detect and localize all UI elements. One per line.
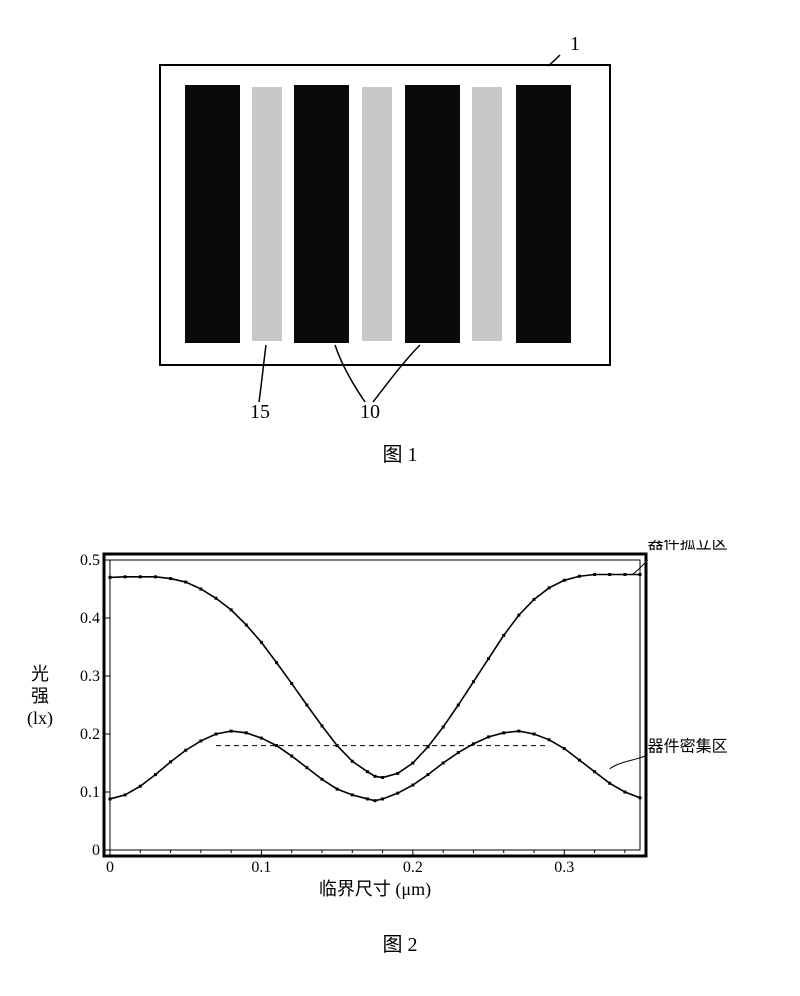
svg-text:0.1: 0.1 [251, 859, 271, 876]
svg-text:(lx): (lx) [27, 708, 53, 729]
svg-text:0.3: 0.3 [554, 859, 574, 876]
svg-text:光: 光 [31, 664, 49, 684]
svg-text:1: 1 [570, 33, 580, 55]
figure-2: 0 0.1 0.2 0.3 临界尺寸 (μm) 0 0.1 0.2 0.3 0.4 0.5 光强(lx… [0, 540, 800, 960]
svg-text:0.5: 0.5 [80, 552, 100, 569]
figure-1: 11510 图 1 [0, 30, 800, 460]
svg-text:0.4: 0.4 [80, 610, 100, 627]
figure-1-caption: 图 1 [0, 438, 800, 467]
svg-text:0.1: 0.1 [80, 784, 100, 801]
svg-text:10: 10 [360, 401, 380, 423]
svg-text:0.2: 0.2 [80, 726, 100, 743]
figure-2-caption: 图 2 [0, 928, 800, 957]
svg-text:器件密集区: 器件密集区 [648, 737, 728, 755]
svg-text:0.2: 0.2 [403, 859, 423, 876]
figure-1-svg: 1 15 10 [0, 30, 800, 430]
figure-2-svg: 0 0.1 0.2 0.3 临界尺寸 (μm) 0 0.1 0.2 0.3 0.4 0.5 光强(lx… [0, 540, 800, 920]
svg-text:强: 强 [31, 686, 49, 706]
svg-text:0: 0 [106, 859, 114, 876]
svg-text:15: 15 [250, 401, 270, 423]
svg-text:0.3: 0.3 [80, 668, 100, 685]
svg-text:临界尺寸 (μm): 临界尺寸 (μm) [319, 879, 431, 900]
svg-text:0: 0 [92, 842, 100, 859]
svg-text:器件孤立区: 器件孤立区 [648, 540, 728, 552]
